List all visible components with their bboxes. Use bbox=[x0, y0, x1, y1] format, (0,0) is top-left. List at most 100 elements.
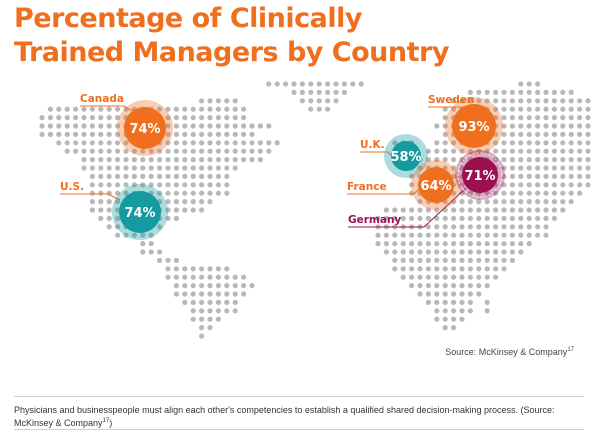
map-dot bbox=[215, 291, 221, 297]
map-dot bbox=[442, 131, 448, 137]
map-dot bbox=[518, 190, 524, 196]
map-dot bbox=[543, 232, 549, 238]
map-dot bbox=[199, 291, 205, 297]
map-dot bbox=[526, 115, 532, 121]
map-dot bbox=[585, 173, 591, 179]
map-dot bbox=[207, 182, 213, 188]
map-dot bbox=[459, 308, 465, 314]
map-dot bbox=[459, 283, 465, 289]
map-dot bbox=[182, 190, 188, 196]
map-dot bbox=[115, 140, 121, 146]
map-dot bbox=[551, 98, 558, 104]
map-dot bbox=[535, 224, 541, 230]
map-dot bbox=[442, 249, 448, 255]
map-dot bbox=[568, 98, 574, 104]
map-dot bbox=[266, 148, 272, 154]
map-dot bbox=[249, 283, 255, 289]
map-dot bbox=[568, 123, 574, 129]
map-dot bbox=[518, 215, 524, 221]
map-dot bbox=[467, 274, 473, 280]
map-dot bbox=[224, 173, 230, 179]
map-dot bbox=[467, 266, 473, 272]
map-dot bbox=[501, 249, 507, 255]
map-dot bbox=[585, 157, 591, 163]
map-dot bbox=[123, 157, 129, 163]
map-dot bbox=[165, 266, 171, 272]
map-dot bbox=[392, 207, 398, 213]
map-dot bbox=[115, 224, 121, 230]
map-dot bbox=[484, 215, 490, 221]
map-dot bbox=[451, 232, 457, 238]
map-dot bbox=[232, 131, 238, 137]
map-dot bbox=[476, 241, 482, 247]
map-dot bbox=[501, 207, 507, 213]
map-dot bbox=[526, 232, 532, 238]
map-dot bbox=[224, 123, 230, 129]
map-dot bbox=[199, 157, 205, 163]
map-dot bbox=[560, 98, 566, 104]
map-dot bbox=[577, 115, 583, 121]
map-dot bbox=[81, 148, 87, 154]
map-dot bbox=[577, 165, 583, 171]
map-dot bbox=[518, 207, 524, 213]
map-dot bbox=[392, 232, 398, 238]
u-s-bubble-core bbox=[119, 191, 161, 233]
map-dot bbox=[98, 173, 104, 179]
map-dot bbox=[543, 148, 549, 154]
map-dot bbox=[64, 115, 70, 121]
map-dot bbox=[383, 207, 389, 213]
map-dot bbox=[409, 283, 415, 289]
map-dot bbox=[173, 165, 179, 171]
map-dot bbox=[190, 140, 196, 146]
map-dot bbox=[199, 173, 205, 179]
map-dot bbox=[409, 182, 415, 188]
map-dot bbox=[148, 173, 154, 179]
map-dot bbox=[543, 207, 549, 213]
map-dot bbox=[484, 89, 490, 95]
map-dot bbox=[425, 232, 431, 238]
map-dot bbox=[157, 224, 163, 230]
map-dot bbox=[493, 190, 499, 196]
map-dot bbox=[131, 157, 137, 163]
map-dot bbox=[224, 283, 230, 289]
map-dot bbox=[325, 81, 331, 87]
map-dot bbox=[157, 106, 163, 112]
map-dot bbox=[476, 215, 482, 221]
map-dot bbox=[476, 224, 482, 230]
map-dot bbox=[417, 232, 423, 238]
map-dot bbox=[131, 173, 137, 179]
map-dot bbox=[425, 291, 431, 297]
map-dot bbox=[501, 123, 507, 129]
map-dot bbox=[215, 123, 221, 129]
map-dot bbox=[207, 140, 213, 146]
map-dot bbox=[182, 207, 188, 213]
map-dot bbox=[182, 165, 188, 171]
map-dot bbox=[577, 182, 583, 188]
map-dot bbox=[400, 266, 406, 272]
map-dot bbox=[224, 291, 230, 297]
map-dot bbox=[140, 173, 146, 179]
map-dot bbox=[518, 115, 524, 121]
map-dot bbox=[140, 249, 146, 255]
map-dot bbox=[451, 316, 457, 322]
map-dot bbox=[316, 98, 322, 104]
map-dot bbox=[106, 123, 112, 129]
map-dot bbox=[535, 123, 541, 129]
map-dot bbox=[207, 325, 213, 331]
map-dot bbox=[106, 207, 112, 213]
map-dot bbox=[157, 148, 163, 154]
canada-bubble-core bbox=[124, 107, 166, 149]
map-dot bbox=[585, 106, 591, 112]
map-dot bbox=[199, 123, 205, 129]
map-dot bbox=[316, 81, 322, 87]
germany-bubble: 71% bbox=[455, 150, 505, 200]
map-dot bbox=[165, 165, 171, 171]
map-dot bbox=[190, 299, 196, 305]
map-dot bbox=[182, 148, 188, 154]
map-dot bbox=[568, 115, 574, 121]
map-dot bbox=[115, 207, 121, 213]
map-dot bbox=[400, 207, 406, 213]
map-dot bbox=[182, 266, 188, 272]
map-dot bbox=[518, 173, 524, 179]
map-dot bbox=[425, 266, 431, 272]
